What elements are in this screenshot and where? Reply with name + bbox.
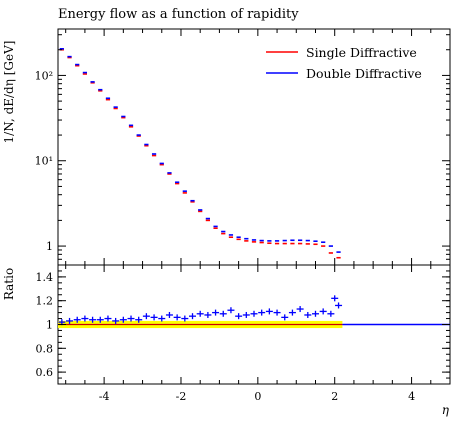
main-plot-layer [59,48,341,259]
y-tick-label: 1 [46,240,53,253]
ratio-tick-label: 0.8 [36,342,54,355]
main-panel-frame [57,28,451,266]
legend-label-single: Single Diffractive [306,45,417,60]
x-tick-label: 0 [254,390,261,403]
chart-title: Energy flow as a function of rapidity [58,7,299,22]
ratio-tick-label: 1.4 [36,271,54,284]
x-tick-label: 2 [331,390,338,403]
legend-label-double: Double Diffractive [306,66,422,81]
ratio-axis-label: Ratio [2,268,16,300]
ratio-tick-label: 0.6 [36,366,54,379]
x-axis-label: η [442,403,450,417]
ratio-tick-label: 1.2 [36,295,54,308]
legend: Single Diffractive Double Diffractive [266,45,422,81]
x-tick-label: -2 [176,390,187,403]
y-tick-label: 10² [35,69,53,82]
ratio-plot-layer [58,295,450,329]
ratio-tick-label: 1 [46,319,53,332]
y-tick-label: 10¹ [35,155,53,168]
x-tick-label: -4 [99,390,110,403]
y-axis-label: 1/N, dE/dη [GeV] [2,41,16,144]
x-tick-label: 4 [408,390,415,403]
axis-layer: -4 -2 0 2 4 10² 10¹ 1 1.4 1.2 1 0.8 0.6 [35,29,451,403]
